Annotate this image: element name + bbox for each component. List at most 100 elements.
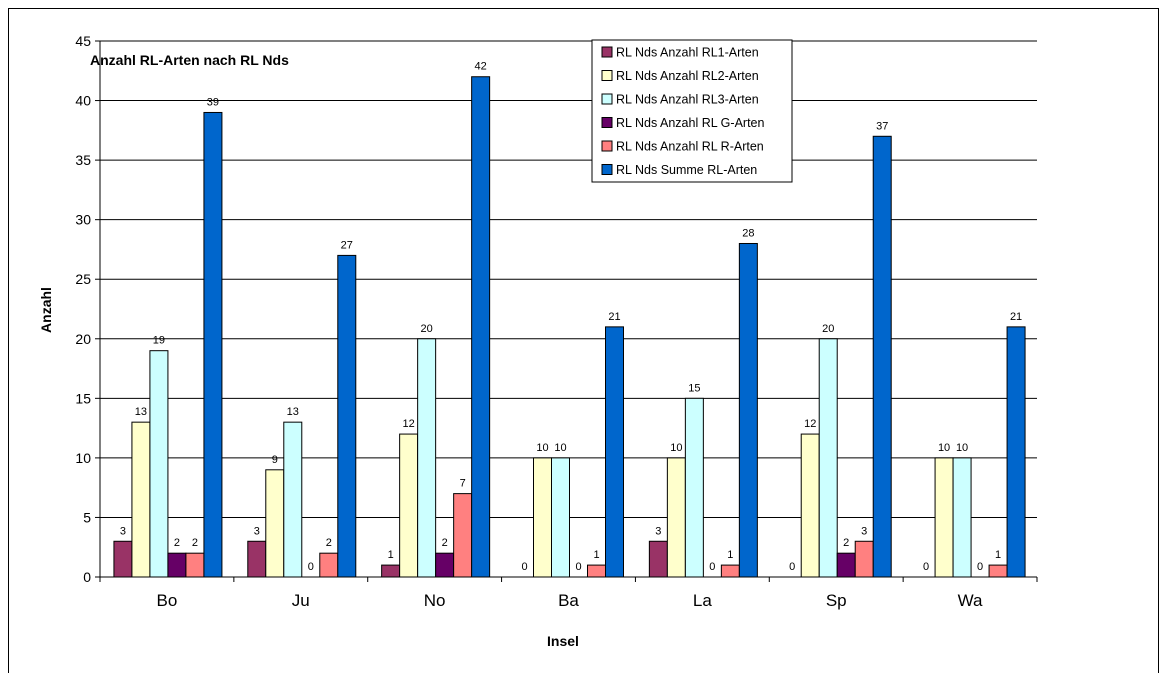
bar — [738, 242, 758, 578]
bar — [836, 552, 856, 578]
legend-swatch — [601, 70, 613, 81]
data-label: 2 — [442, 537, 448, 549]
legend: RL Nds Anzahl RL1-Arten RL Nds Anzahl RL2… — [591, 39, 793, 183]
data-label: 13 — [287, 406, 299, 418]
legend-swatch — [601, 164, 613, 175]
bar — [648, 540, 668, 578]
data-label: 10 — [670, 442, 682, 454]
y-tick-label: 30 — [75, 212, 91, 228]
bar — [265, 469, 285, 578]
x-tick-labels: Bo Ju No Ba La Sp Wa — [157, 591, 984, 610]
legend-label: RL Nds Anzahl RL G-Arten — [616, 116, 764, 130]
y-tick-labels: 0 5 10 15 20 25 30 35 40 45 — [75, 33, 91, 585]
bar — [533, 457, 552, 578]
data-label: 0 — [521, 561, 527, 573]
legend-swatch — [601, 93, 613, 105]
x-tick-label: Bo — [157, 591, 178, 610]
data-label: 37 — [876, 120, 888, 132]
legend-box — [591, 39, 793, 183]
bar — [605, 326, 624, 578]
data-label: 10 — [938, 442, 950, 454]
data-label: 12 — [804, 418, 816, 430]
data-label: 3 — [861, 525, 867, 537]
data-label: 0 — [789, 561, 795, 573]
y-tick-label: 10 — [75, 450, 91, 466]
bar — [666, 457, 686, 578]
data-label: 10 — [956, 442, 968, 454]
legend-label: RL Nds Anzahl RL R-Arten — [616, 140, 764, 154]
bar — [800, 433, 820, 578]
x-tick-label: Wa — [958, 591, 983, 610]
data-label: 39 — [207, 96, 219, 108]
bar — [587, 564, 606, 578]
bar — [551, 457, 570, 578]
data-label: 10 — [536, 442, 548, 454]
bar — [872, 135, 892, 578]
data-label: 21 — [1010, 311, 1022, 323]
data-label: 9 — [272, 454, 278, 466]
chart-title: Anzahl RL-Arten nach RL Nds — [90, 52, 289, 68]
data-label: 0 — [709, 561, 715, 573]
data-label: 21 — [608, 311, 620, 323]
axes — [95, 40, 1038, 582]
bar — [1006, 326, 1026, 578]
data-label: 27 — [341, 239, 353, 251]
bar — [471, 76, 491, 578]
x-axis-title: Insel — [547, 633, 579, 649]
x-tick-label: No — [424, 591, 446, 610]
bar — [247, 540, 267, 578]
y-tick-label: 20 — [75, 331, 91, 347]
bar — [149, 350, 169, 578]
bar — [818, 338, 838, 578]
data-label: 1 — [995, 549, 1001, 561]
bar — [113, 540, 133, 578]
data-label: 28 — [742, 227, 754, 239]
legend-label: RL Nds Anzahl RL1-Arten — [616, 46, 759, 60]
bar — [319, 552, 339, 578]
y-tick-label: 40 — [75, 93, 91, 109]
bar — [854, 540, 874, 578]
data-label: 3 — [254, 525, 260, 537]
gridlines — [100, 40, 1037, 518]
data-label: 2 — [174, 537, 180, 549]
data-label: 2 — [843, 537, 849, 549]
data-label: 3 — [120, 525, 126, 537]
y-tick-label: 5 — [83, 509, 91, 525]
y-tick-label: 25 — [75, 271, 91, 287]
data-label: 12 — [403, 418, 415, 430]
bar — [684, 397, 704, 578]
legend-swatch — [601, 46, 613, 58]
legend-label: RL Nds Summe RL-Arten — [616, 163, 757, 177]
data-label: 1 — [388, 549, 394, 561]
data-label: 0 — [977, 561, 983, 573]
data-label: 2 — [192, 537, 198, 549]
data-label: 0 — [308, 561, 314, 573]
bars — [113, 76, 1026, 578]
bar — [720, 564, 740, 578]
bar — [417, 338, 437, 578]
data-label: 19 — [153, 335, 165, 347]
legend-label: RL Nds Anzahl RL2-Arten — [616, 69, 759, 83]
bar — [952, 457, 972, 578]
data-label: 3 — [655, 525, 661, 537]
bar — [988, 564, 1008, 578]
legend-swatch — [601, 117, 613, 128]
legend-swatch — [601, 140, 613, 152]
x-tick-label: La — [693, 591, 712, 610]
bar — [453, 493, 473, 578]
x-tick-label: Sp — [826, 591, 847, 610]
data-label: 20 — [421, 323, 433, 335]
data-label: 20 — [822, 323, 834, 335]
y-tick-label: 0 — [83, 569, 91, 585]
bar — [203, 111, 223, 578]
bar — [283, 421, 303, 578]
bar — [934, 457, 954, 578]
data-label: 42 — [475, 61, 487, 73]
bar — [337, 254, 357, 578]
data-label: 0 — [923, 561, 929, 573]
bar — [381, 564, 401, 578]
y-tick-label: 15 — [75, 390, 91, 406]
data-label: 13 — [135, 406, 147, 418]
y-tick-label: 35 — [75, 152, 91, 168]
